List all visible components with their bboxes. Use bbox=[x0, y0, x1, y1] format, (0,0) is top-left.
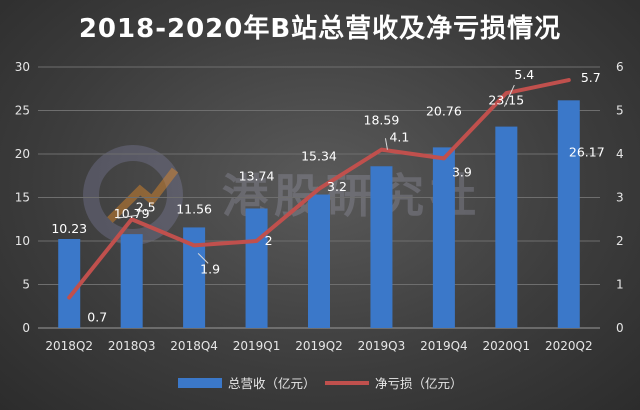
net-loss-data-label: 4.1 bbox=[389, 130, 409, 145]
revenue-bar bbox=[245, 208, 268, 328]
net-loss-data-label: 3.2 bbox=[327, 179, 347, 194]
watermark: 港股研究社 bbox=[83, 145, 476, 245]
y-right-tick-label: 6 bbox=[616, 60, 624, 74]
revenue-bar bbox=[308, 194, 330, 328]
legend-label-net-loss: 净亏损（亿元） bbox=[375, 376, 463, 391]
watermark-arrow-icon bbox=[107, 167, 179, 223]
revenue-data-label: 20.76 bbox=[426, 103, 462, 118]
net-loss-data-labels: 0.7 2.5 1.9 2 3.2 4.1 3.9 5.4 5.7 bbox=[87, 67, 600, 324]
revenue-data-label: 15.34 bbox=[301, 149, 337, 164]
net-loss-point bbox=[442, 156, 446, 160]
y-right-tick-label: 4 bbox=[616, 147, 624, 161]
y-left-tick-label: 30 bbox=[15, 60, 30, 74]
x-tick-label: 2019Q2 bbox=[295, 339, 343, 353]
leader-line bbox=[117, 214, 138, 219]
chart-title: 2018-2020年B站总营收及净亏损情况 bbox=[78, 14, 562, 44]
leader-line bbox=[384, 138, 388, 150]
legend: 总营收（亿元） 净亏损（亿元） bbox=[178, 376, 463, 391]
y-left-tick-label: 0 bbox=[22, 321, 30, 335]
net-loss-point bbox=[67, 296, 71, 300]
y-axis-left: 0 5 10 15 20 25 30 bbox=[15, 60, 30, 335]
leader-line bbox=[197, 252, 209, 264]
y-axis-right: 0 1 2 3 4 5 6 bbox=[616, 60, 624, 335]
net-loss-point bbox=[130, 217, 134, 221]
net-loss-point bbox=[567, 78, 571, 82]
y-right-tick-label: 3 bbox=[616, 191, 624, 205]
revenue-bar bbox=[432, 147, 455, 328]
net-loss-point bbox=[317, 187, 321, 191]
x-axis: 2018Q2 2018Q3 2018Q4 2019Q1 2019Q2 2019Q3 2019… bbox=[45, 339, 592, 353]
x-tick-label: 2020Q1 bbox=[483, 339, 531, 353]
x-tick-label: 2019Q3 bbox=[358, 339, 406, 353]
net-loss-data-label: 2 bbox=[265, 233, 273, 248]
leader-line bbox=[503, 84, 515, 107]
revenue-data-label: 26.17 bbox=[569, 144, 605, 159]
y-left-tick-label: 25 bbox=[15, 104, 30, 118]
y-right-tick-label: 2 bbox=[616, 234, 624, 248]
net-loss-point bbox=[504, 91, 508, 95]
y-right-tick-label: 0 bbox=[616, 321, 624, 335]
legend-swatch-revenue bbox=[178, 378, 222, 388]
legend-label-revenue: 总营收（亿元） bbox=[228, 376, 316, 391]
net-loss-data-label: 3.9 bbox=[452, 164, 472, 179]
x-tick-label: 2019Q1 bbox=[233, 339, 281, 353]
y-right-tick-label: 5 bbox=[616, 104, 624, 118]
y-left-tick-label: 5 bbox=[22, 278, 30, 292]
net-loss-data-label: 1.9 bbox=[200, 261, 220, 276]
revenue-bars bbox=[58, 100, 580, 328]
x-tick-label: 2018Q4 bbox=[170, 339, 218, 353]
net-loss-point bbox=[255, 239, 259, 243]
net-loss-data-label: 5.4 bbox=[514, 67, 534, 82]
revenue-bar bbox=[495, 126, 518, 328]
y-left-tick-label: 20 bbox=[15, 147, 30, 161]
net-loss-point bbox=[192, 243, 196, 247]
net-loss-data-label: 5.7 bbox=[581, 70, 601, 85]
revenue-bar bbox=[58, 238, 81, 328]
y-left-tick-label: 15 bbox=[15, 191, 30, 205]
net-loss-data-label: 0.7 bbox=[87, 310, 107, 325]
x-tick-label: 2020Q2 bbox=[545, 339, 593, 353]
x-tick-label: 2018Q3 bbox=[108, 339, 156, 353]
revenue-data-label: 11.56 bbox=[176, 201, 212, 216]
revenue-data-label: 23.15 bbox=[488, 93, 524, 108]
revenue-bar bbox=[370, 166, 393, 328]
revenue-data-label: 18.59 bbox=[364, 112, 400, 127]
revenue-bar bbox=[557, 100, 580, 328]
y-right-tick-label: 1 bbox=[616, 278, 624, 292]
net-loss-data-label: 2.5 bbox=[136, 199, 156, 214]
revenue-data-label: 10.23 bbox=[51, 221, 87, 236]
x-tick-label: 2018Q2 bbox=[45, 339, 93, 353]
net-loss-point bbox=[379, 148, 383, 152]
x-tick-label: 2019Q4 bbox=[420, 339, 468, 353]
y-left-tick-label: 10 bbox=[15, 234, 30, 248]
revenue-bar bbox=[183, 227, 206, 328]
revenue-bar bbox=[120, 234, 143, 328]
revenue-data-label: 13.74 bbox=[239, 168, 275, 183]
net-loss-line bbox=[67, 78, 571, 300]
